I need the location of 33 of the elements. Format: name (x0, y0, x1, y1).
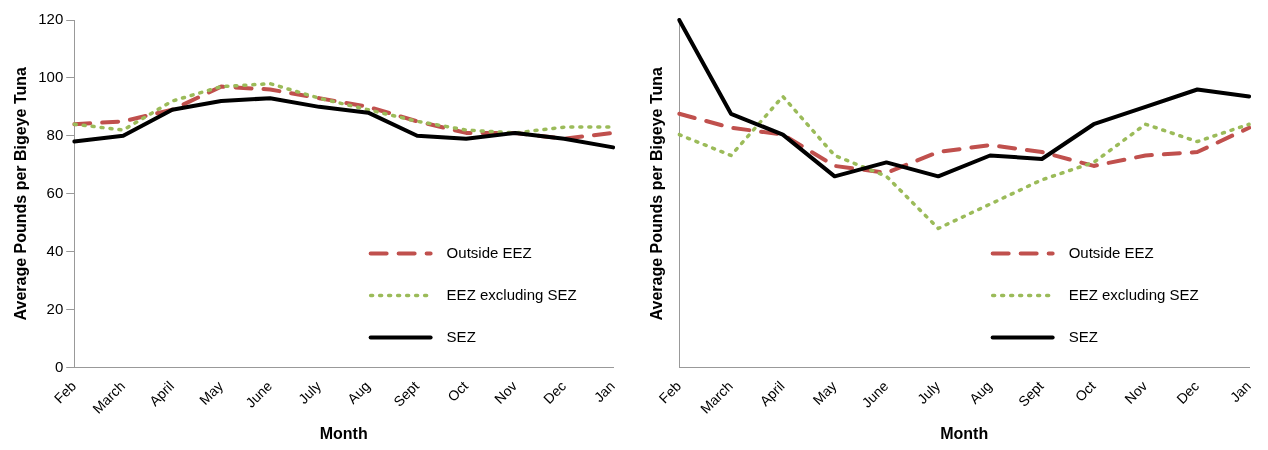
x-tick-label: Jan (1226, 377, 1254, 406)
x-tick-label: Nov (491, 377, 520, 407)
y-tick-label: 100 (38, 68, 64, 86)
legend-label: SEZ (1068, 327, 1098, 345)
y-tick-label: 120 (38, 10, 64, 28)
y-tick-label: 0 (54, 357, 64, 375)
legend-label: Outside EEZ (1068, 243, 1154, 261)
y-tick-label: 60 (46, 183, 64, 201)
x-tick-label: Dec (540, 377, 569, 407)
y-axis-title: Average Pounds per Bigeye Tuna (648, 66, 666, 321)
y-axis-title: Average Pounds per Bigeye Tuna (12, 66, 30, 321)
x-tick-label: Feb (655, 377, 685, 407)
y-tick-label: 20 (46, 299, 64, 317)
x-tick-label: Oct (444, 377, 472, 405)
x-tick-label: Oct (1071, 377, 1099, 405)
x-tick-label: Aug (965, 377, 995, 407)
x-tick-label: May (809, 377, 840, 408)
x-tick-label: July (914, 377, 944, 407)
x-tick-label: Dec (1173, 377, 1203, 407)
x-axis-title: Month (319, 424, 368, 442)
x-tick-label: Jan (590, 377, 618, 406)
legend-label: Outside EEZ (446, 243, 532, 261)
legend-label: EEZ excluding SEZ (1068, 285, 1199, 303)
legend-label: SEZ (446, 327, 476, 345)
y-tick-label: 80 (46, 125, 64, 143)
x-tick-label: Nov (1121, 377, 1151, 407)
x-axis-title: Month (940, 424, 989, 442)
x-tick-label: Aug (344, 377, 374, 407)
x-tick-label: May (196, 377, 227, 408)
y-tick-label: 40 (46, 241, 64, 259)
x-tick-label: July (295, 377, 325, 407)
legend-label: EEZ excluding SEZ (446, 285, 577, 303)
x-tick-label: Feb (50, 377, 80, 407)
